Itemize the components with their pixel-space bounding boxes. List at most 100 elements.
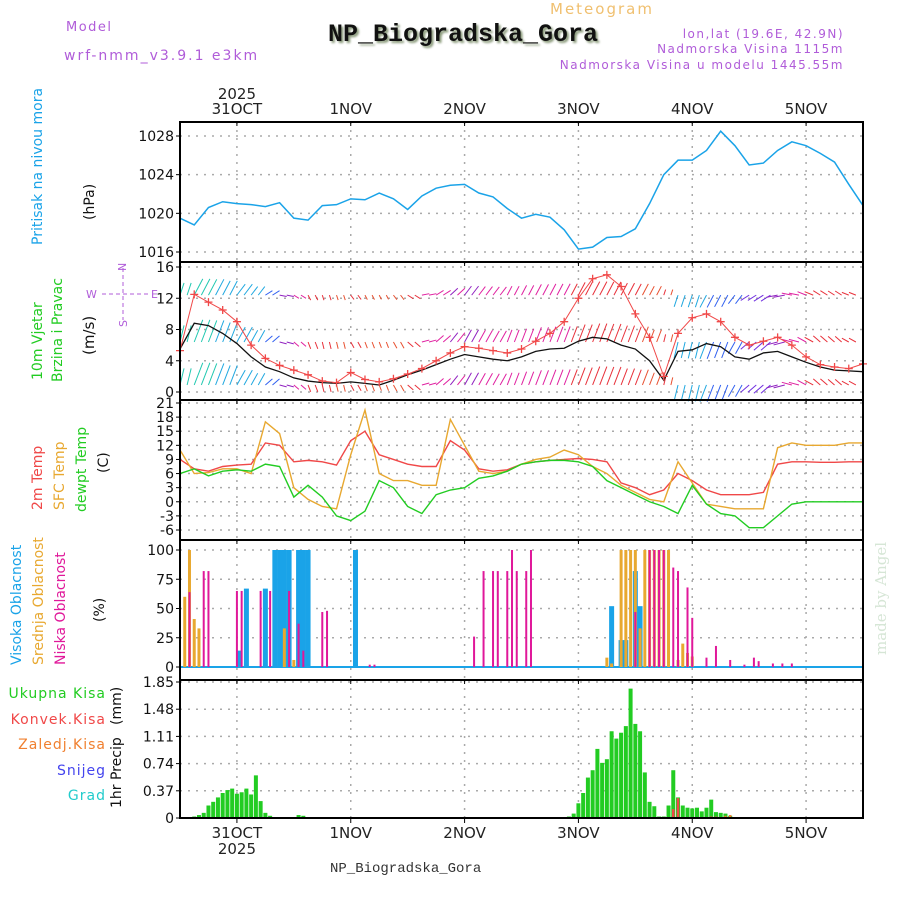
wind-gust-marker [190, 290, 199, 299]
wind-barb [371, 294, 375, 300]
cloud-low-bar [677, 571, 680, 667]
wind-barb [699, 384, 707, 402]
cloud-low-bar [658, 550, 661, 667]
wind-gust-marker [730, 333, 739, 342]
wind-barb [804, 379, 814, 386]
top-day-label: 1NOV [329, 100, 372, 118]
wind-barb [521, 328, 528, 343]
wind-barb [812, 335, 821, 343]
wind-barb [599, 366, 608, 386]
wind-barb [773, 384, 785, 389]
wind-barb [627, 282, 635, 296]
wind-barb [300, 384, 307, 390]
wind-barb [207, 320, 218, 343]
wind-gust-marker [289, 366, 298, 375]
wind-barb [670, 334, 674, 343]
cloud-high-bar [352, 550, 358, 667]
wind-barb [585, 367, 593, 386]
wind-barb [740, 341, 750, 350]
precip-total-bar [225, 790, 230, 818]
wind-gust-marker [304, 370, 313, 379]
cloud-mid-bar [197, 628, 201, 667]
precip-total-bar [220, 793, 225, 818]
wind-barb [378, 294, 382, 300]
wind-barb [343, 384, 346, 392]
temp-sfc-line [179, 407, 863, 510]
y-tick-label: 1024 [138, 168, 174, 184]
wind-barb [513, 285, 520, 296]
precip-total-bar [263, 812, 268, 818]
wind-barb [378, 384, 382, 391]
legend-convective-rain: Konvek.Kisa [10, 712, 106, 728]
pressure-line [179, 130, 864, 250]
wind-barb [421, 382, 430, 386]
cloud-low-bar [492, 571, 495, 667]
wind-barb [641, 326, 649, 343]
wind-barb [414, 341, 421, 348]
y-tick-label: 0 [165, 385, 174, 401]
cloud-low-bar [321, 612, 324, 667]
cloud-mid-bar [624, 550, 628, 667]
cloud-low-bar [743, 664, 746, 667]
wind-barb [250, 373, 259, 386]
wind-barb [773, 341, 785, 346]
wind-barb [435, 378, 444, 386]
wind-barb [393, 341, 398, 349]
bottom-day-label: 3NOV [557, 824, 600, 842]
legend-freezing-rain: Zaledj.Kisa [18, 737, 106, 753]
wind-barb [820, 378, 828, 386]
wind-barb [834, 378, 842, 386]
wind-gust-marker [346, 368, 355, 377]
y-tick-label: 6 [165, 467, 174, 483]
wind-barb [257, 286, 266, 296]
wind-barb [293, 341, 300, 347]
compass-s: S [117, 320, 130, 327]
wind-barb [521, 371, 528, 386]
y-tick-label: 8 [165, 323, 174, 339]
cloud-low-bar [288, 590, 291, 667]
cloud-low-bar [473, 636, 476, 667]
wind-gust-marker [432, 356, 441, 365]
precip-total-bar [196, 815, 201, 818]
wind-barb [414, 294, 421, 300]
cloud-low-bar [529, 550, 532, 667]
precip-total-bar [258, 801, 263, 818]
precip-total-bar [201, 812, 206, 818]
cloud-low-bar [757, 661, 760, 667]
precip-total-bar [576, 803, 581, 818]
wind-barb [760, 384, 771, 394]
wind-barb [848, 380, 857, 386]
cloud-mid-bar [633, 550, 637, 667]
wind-barb [620, 325, 628, 343]
cloud-high-bar [281, 550, 287, 667]
cloud-high-bar [277, 550, 283, 667]
y-tick-label: 1028 [138, 129, 174, 145]
wind-barb [471, 329, 479, 343]
wind-barb [343, 294, 346, 301]
compass-n: N [116, 263, 129, 271]
wind-gust-marker [545, 329, 554, 338]
wind-barb [421, 293, 430, 296]
wind-barb [229, 280, 238, 296]
legend-hail: Grad [67, 788, 106, 804]
wind-barb [400, 341, 405, 349]
wind-barb [747, 384, 757, 393]
wind-gust-marker [787, 341, 796, 350]
cloud-low-bar [302, 650, 305, 667]
cloud-low-bar [662, 550, 665, 667]
wind-gust-marker [360, 375, 369, 384]
precip-total-bar [239, 792, 244, 818]
wind-gust-marker [844, 364, 853, 373]
wind-barb [680, 341, 686, 359]
wind-barb [592, 323, 601, 343]
cloud-high-bar [296, 550, 302, 667]
wind-barb [599, 281, 608, 296]
wind-barb [300, 341, 307, 347]
wind-barb [186, 368, 192, 386]
grid-layer [180, 122, 863, 819]
wind-gust-marker [602, 270, 611, 279]
wind-barb [350, 294, 355, 300]
wind-barb [570, 283, 578, 296]
wind-gust-marker [389, 374, 398, 383]
wind-barb [670, 289, 674, 296]
